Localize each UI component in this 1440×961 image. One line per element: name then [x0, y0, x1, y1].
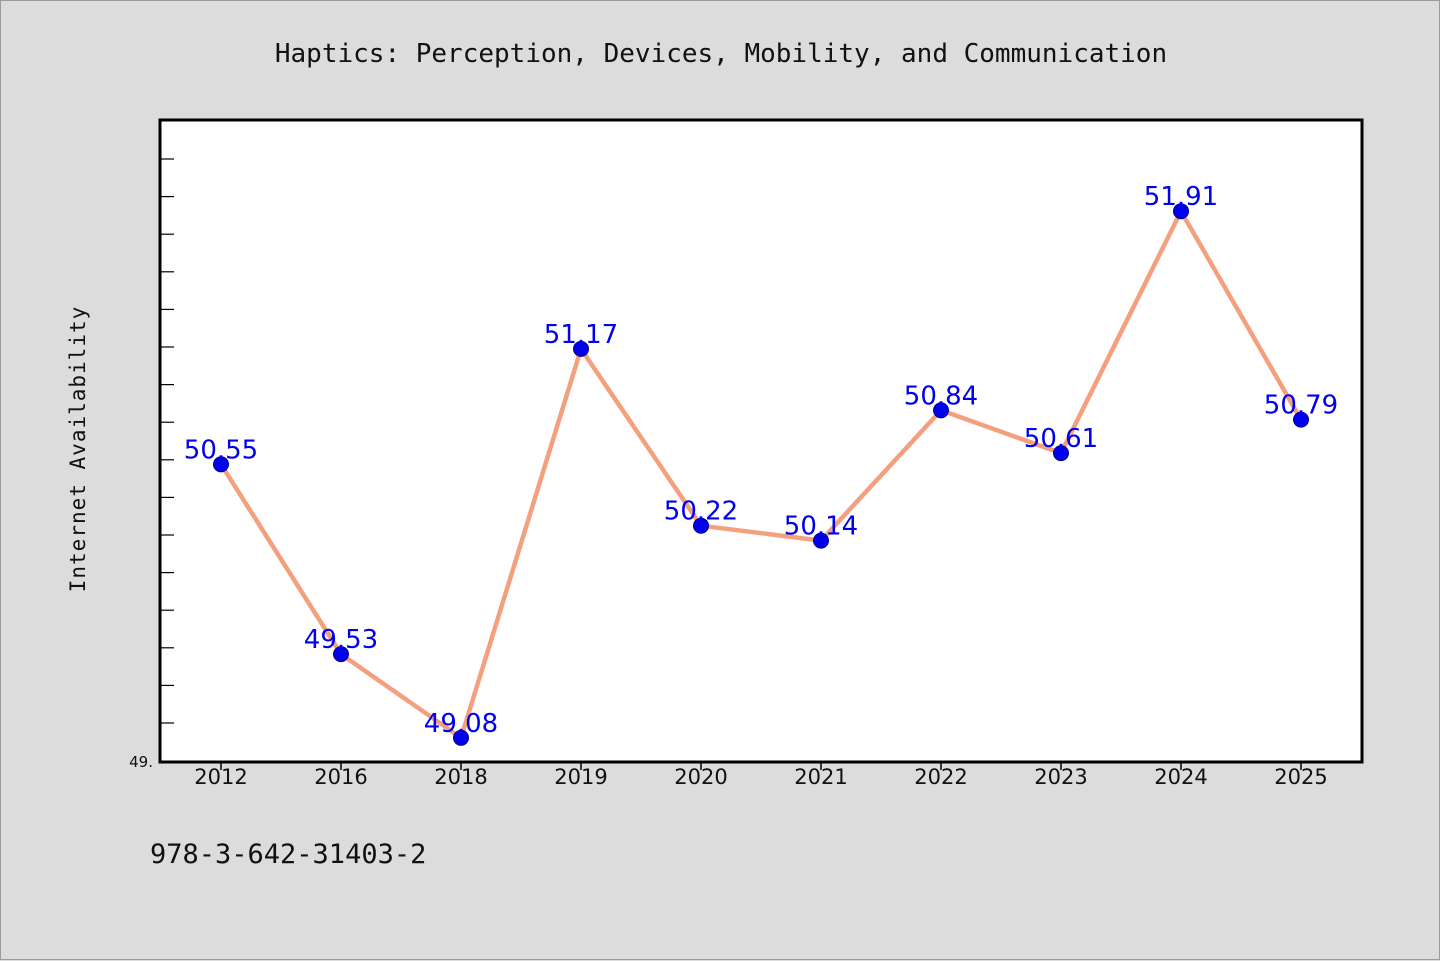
data-label: 50.79	[1264, 391, 1338, 421]
x-tick-label: 2018	[434, 765, 487, 789]
x-tick-label: 2020	[674, 765, 727, 789]
series-line	[219, 208, 1303, 741]
data-point	[573, 340, 589, 357]
y-tick-label: 49.	[129, 753, 153, 771]
axis-ticks	[160, 158, 1302, 770]
y-axis-label: Internet Availability	[66, 306, 90, 593]
data-label: 49.53	[304, 625, 378, 655]
series-line-group	[219, 208, 1303, 741]
x-tick-label: 2025	[1274, 765, 1327, 789]
data-point	[813, 532, 829, 549]
isbn-footer: 978-3-642-31403-2	[150, 839, 426, 870]
data-point	[933, 402, 949, 419]
data-label: 49.08	[424, 709, 498, 739]
plot-area	[160, 120, 1362, 762]
data-label: 50.61	[1024, 424, 1098, 454]
data-point	[1173, 203, 1189, 220]
x-tick-label: 2023	[1034, 765, 1087, 789]
data-labels: 50.55 49.53 49.08 51.17 50.22 50.14 50.84 50.61…	[184, 182, 1338, 739]
x-tick-label: 2024	[1154, 765, 1207, 789]
x-tick-label: 2022	[914, 765, 967, 789]
data-point	[1053, 445, 1069, 462]
data-point	[453, 729, 469, 746]
x-tick-labels: 2012 2016 2018 2019 2020 2021 2022 2023 2024 2025	[194, 765, 1327, 789]
chart-title: Haptics: Perception, Devices, Mobility, …	[275, 39, 1167, 69]
data-point	[213, 456, 229, 473]
data-label: 50.22	[664, 497, 738, 527]
data-point	[333, 646, 349, 663]
x-tick-label: 2019	[554, 765, 607, 789]
x-tick-label: 2021	[794, 765, 847, 789]
x-tick-label: 2012	[194, 765, 247, 789]
data-label: 51.91	[1144, 182, 1218, 212]
x-tick-label: 2016	[314, 765, 367, 789]
data-markers	[213, 203, 1309, 746]
data-label: 51.17	[544, 320, 618, 350]
data-point	[1293, 411, 1309, 428]
data-label: 50.55	[184, 435, 258, 465]
data-label: 50.84	[904, 381, 978, 411]
plot-frame	[158, 118, 1364, 764]
data-label: 50.14	[784, 512, 858, 542]
data-point	[693, 517, 709, 534]
